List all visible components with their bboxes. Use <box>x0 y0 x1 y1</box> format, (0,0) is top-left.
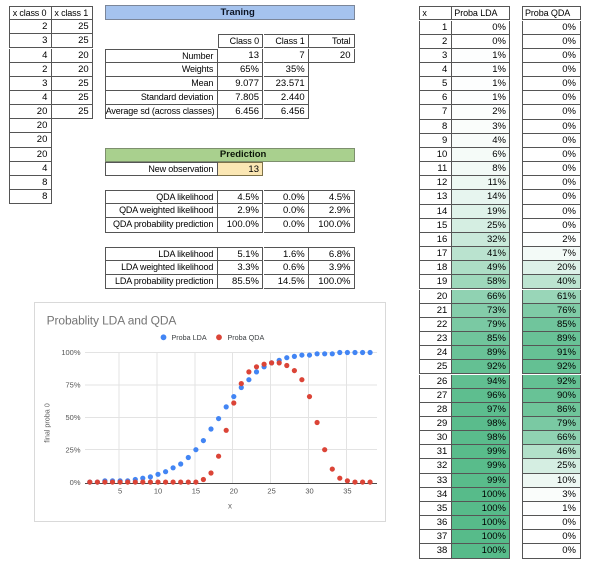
svg-text:35: 35 <box>343 486 351 495</box>
svg-text:0%: 0% <box>69 478 80 487</box>
svg-text:Proba QDA: Proba QDA <box>227 333 264 342</box>
svg-text:20: 20 <box>229 486 237 495</box>
svg-text:15: 15 <box>191 486 199 495</box>
svg-text:30: 30 <box>305 486 313 495</box>
svg-text:final proba 0: final proba 0 <box>42 403 51 443</box>
svg-text:x: x <box>227 501 231 510</box>
svg-text:5: 5 <box>118 486 122 495</box>
svg-text:Proba LDA: Proba LDA <box>171 333 206 342</box>
svg-text:10: 10 <box>153 486 161 495</box>
svg-text:50%: 50% <box>65 413 80 422</box>
svg-text:100%: 100% <box>61 348 80 357</box>
svg-text:Probablity LDA and QDA: Probablity LDA and QDA <box>46 313 176 327</box>
svg-text:75%: 75% <box>65 381 80 390</box>
svg-text:25%: 25% <box>65 445 80 454</box>
svg-text:25: 25 <box>267 486 275 495</box>
